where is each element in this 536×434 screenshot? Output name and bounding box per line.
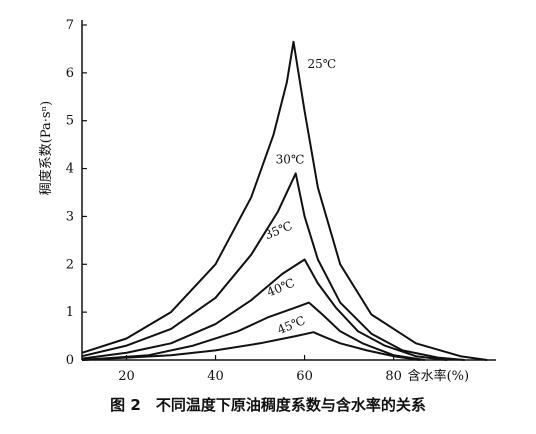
labels: 25℃ 30℃ 35℃ 40℃ 45℃ xyxy=(262,57,336,337)
series-line xyxy=(81,40,488,361)
y-tick-label: 4 xyxy=(66,162,74,177)
y-axis-label: 稠度系数(Pa·sⁿ) xyxy=(38,101,54,196)
series-line xyxy=(81,172,465,361)
x-tick-label: 80 xyxy=(385,369,402,384)
series-line xyxy=(81,258,448,361)
y-tick-label: 6 xyxy=(66,66,74,81)
x-tick-label: 20 xyxy=(118,369,135,384)
axes: 0 1 2 3 4 5 6 7 20 40 60 80 含水率(%) xyxy=(66,18,496,384)
y-tick-label: 3 xyxy=(66,209,74,224)
y-tick-label: 7 xyxy=(66,18,74,33)
series-line xyxy=(81,331,421,361)
series-label: 25℃ xyxy=(307,57,336,71)
x-tick-label: 40 xyxy=(207,369,224,384)
series-label: 35℃ xyxy=(262,219,294,243)
curves xyxy=(81,40,488,361)
y-tick-label: 2 xyxy=(66,257,74,272)
x-tick-label: 60 xyxy=(296,369,313,384)
y-tick-label: 1 xyxy=(66,305,74,320)
x-axis-label: 含水率(%) xyxy=(408,368,470,384)
series-label: 40℃ xyxy=(265,276,297,300)
series-line xyxy=(81,301,425,361)
y-tick-label: 5 xyxy=(66,114,74,129)
series-label: 30℃ xyxy=(276,152,305,166)
y-tick-label: 0 xyxy=(66,353,74,368)
chart-caption: 图 2 不同温度下原油稠度系数与含水率的关系 xyxy=(110,396,426,414)
series-label: 45℃ xyxy=(275,313,307,337)
